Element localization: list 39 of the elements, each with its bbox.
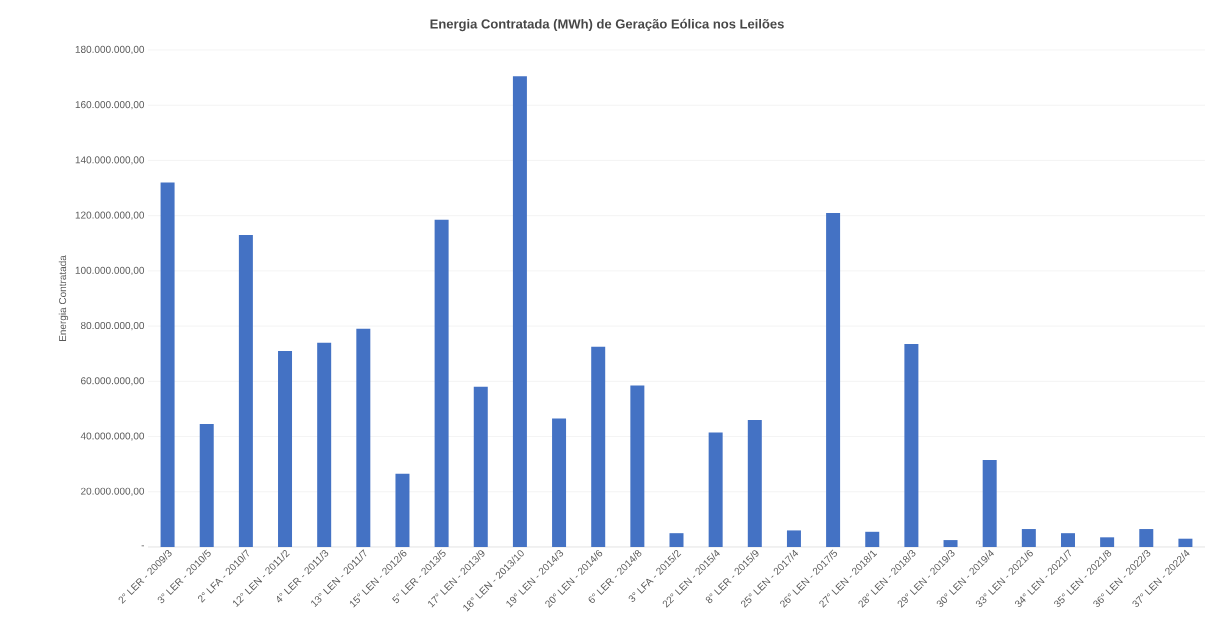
bar xyxy=(473,386,488,547)
y-axis-title: Energia Contratada xyxy=(58,255,69,342)
bar xyxy=(630,385,645,547)
y-tick-label: 60.000.000,00 xyxy=(81,377,145,386)
y-tick-label: 160.000.000,00 xyxy=(75,101,145,110)
bar xyxy=(552,418,567,547)
bar xyxy=(1178,538,1193,547)
bar xyxy=(434,219,449,547)
bar xyxy=(1021,529,1036,547)
y-tick-label: 180.000.000,00 xyxy=(75,45,145,55)
y-tick-label: 100.000.000,00 xyxy=(75,266,145,276)
bar xyxy=(669,533,684,547)
chart-title: Energia Contratada (MWh) de Geração Eólica nos Leilões xyxy=(430,18,784,32)
bar xyxy=(708,432,723,547)
bar xyxy=(356,328,371,547)
y-tick-label: 80.000.000,00 xyxy=(80,321,145,331)
y-tick-label: 140.000.000,00 xyxy=(75,156,145,165)
bar xyxy=(747,419,762,547)
y-tick-label: - xyxy=(141,545,145,547)
bar xyxy=(786,530,801,547)
bar xyxy=(943,540,958,547)
bar xyxy=(865,531,880,547)
bar xyxy=(199,424,214,547)
y-tick-label: 40.000.000,00 xyxy=(80,432,145,441)
bar xyxy=(160,182,175,547)
bar xyxy=(1060,533,1075,547)
y-tick-label: 20.000.000,00 xyxy=(81,487,145,496)
bar xyxy=(317,342,332,547)
bar xyxy=(1139,529,1154,547)
bar xyxy=(982,460,997,547)
bar xyxy=(904,344,919,547)
bar xyxy=(826,212,841,547)
bar xyxy=(512,76,527,547)
bar xyxy=(395,473,410,547)
bar xyxy=(1100,537,1115,547)
bar xyxy=(238,234,253,547)
bar xyxy=(591,346,606,547)
bar xyxy=(278,350,293,547)
y-tick-label: 120.000.000,00 xyxy=(75,211,145,220)
